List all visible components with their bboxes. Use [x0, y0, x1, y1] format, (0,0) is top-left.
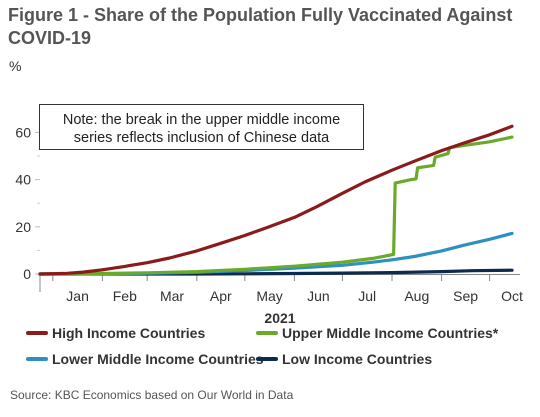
y-unit-label: %	[9, 58, 22, 74]
series-lines	[38, 124, 514, 276]
series-line-low-income-countries	[38, 268, 514, 276]
y-tick-label: 60	[15, 124, 31, 140]
legend-item: Upper Middle Income Countries*	[256, 325, 499, 341]
annotation-box	[39, 104, 364, 150]
x-tick-label: Mar	[160, 288, 184, 304]
legend: High Income Countries Upper Middle Income…	[26, 325, 499, 367]
legend-label: Lower Middle Income Countries	[52, 351, 264, 367]
annotation-line: series reflects inclusion of Chinese dat…	[74, 130, 330, 146]
y-tick-label: 40	[15, 172, 31, 188]
legend-item: High Income Countries	[26, 325, 205, 341]
x-tick-label: Aug	[404, 288, 429, 304]
series-line-upper-middle-income-countries	[38, 135, 514, 276]
x-tick-label: Jan	[66, 288, 89, 304]
legend-item: Low Income Countries	[256, 351, 432, 367]
annotation-line: Note: the break in the upper middle inco…	[63, 112, 340, 128]
y-tick-label: 0	[23, 266, 31, 282]
y-tick-label: 20	[15, 219, 31, 235]
x-tick-label: Feb	[113, 288, 137, 304]
x-tick-label: Oct	[501, 288, 523, 304]
chart-title: Figure 1 - Share of the Population Fully…	[8, 5, 513, 48]
legend-label: High Income Countries	[52, 325, 205, 341]
x-tick-label: Jul	[358, 288, 376, 304]
line-chart: Jan Feb Mar Apr May Jun Jul Aug Sep Oct 2021 0 20 40 6…	[15, 104, 523, 367]
series-line-high-income-countries	[38, 124, 514, 276]
legend-label: Upper Middle Income Countries*	[282, 325, 499, 341]
x-tick-label: Jun	[307, 288, 330, 304]
legend-label: Low Income Countries	[282, 351, 432, 367]
x-axis-title: 2021	[264, 310, 295, 326]
source-note: Source: KBC Economics based on Our World…	[10, 388, 294, 402]
legend-item: Lower Middle Income Countries	[26, 351, 264, 367]
x-tick-label: Apr	[210, 288, 232, 304]
x-tick-label: Sep	[453, 288, 478, 304]
annotation-note: Note: the break in the upper middle inco…	[39, 104, 364, 150]
x-tick-label: May	[256, 288, 282, 304]
